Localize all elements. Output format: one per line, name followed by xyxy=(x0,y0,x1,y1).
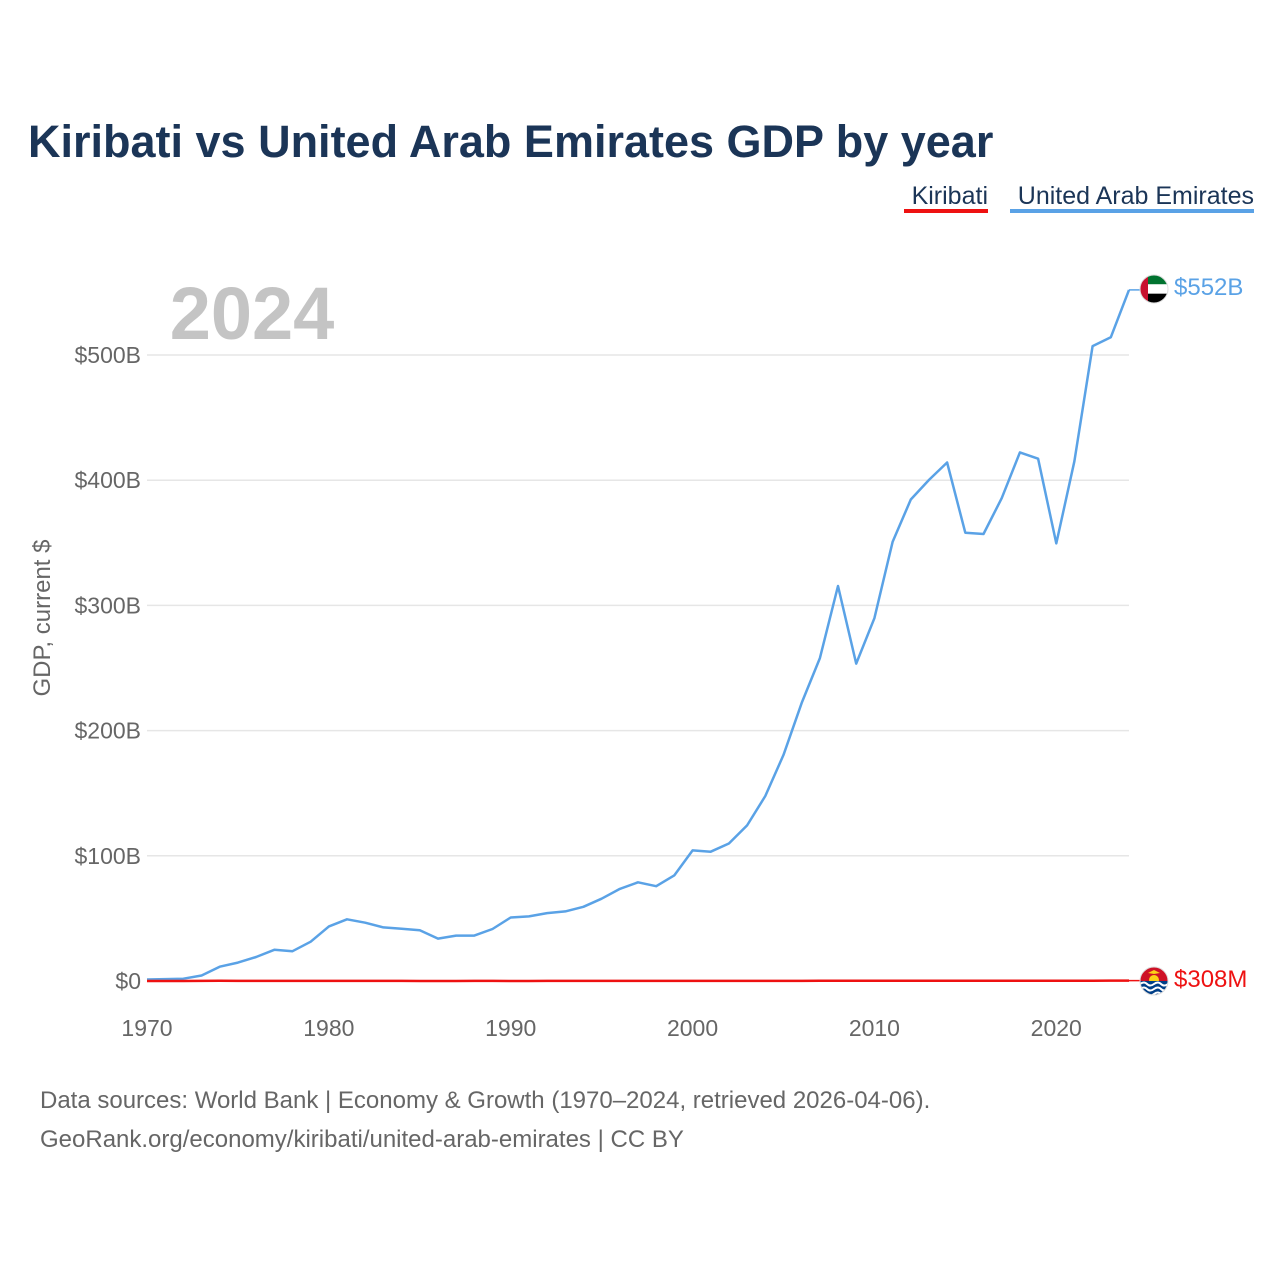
year-watermark: 2024 xyxy=(170,272,335,355)
end-label-kiribati: $308M xyxy=(1174,966,1247,993)
y-tick-label: $300B xyxy=(74,592,141,618)
kiribati-flag-icon xyxy=(1140,967,1168,996)
y-tick-label: $0 xyxy=(115,968,141,994)
y-axis-ticks: $0 $100B $200B $300B $400B $500B xyxy=(74,342,141,994)
series-layer xyxy=(147,290,1140,981)
series-line-uae[interactable] xyxy=(147,290,1129,980)
footer-source: Data sources: World Bank | Economy & Gro… xyxy=(40,1087,930,1114)
y-axis-label: GDP, current $ xyxy=(29,540,56,697)
gridlines xyxy=(147,355,1129,856)
uae-flag-icon xyxy=(1140,275,1168,303)
y-tick-label: $400B xyxy=(74,467,141,493)
x-tick-label: 1990 xyxy=(485,1015,536,1041)
x-tick-label: 1980 xyxy=(303,1015,354,1041)
footer-link[interactable]: GeoRank.org/economy/kiribati/united-arab… xyxy=(40,1126,684,1153)
y-tick-label: $200B xyxy=(74,718,141,744)
y-tick-label: $500B xyxy=(74,342,141,368)
x-axis-ticks: 1970 1980 1990 2000 2010 2020 xyxy=(121,1015,1081,1041)
y-tick-label: $100B xyxy=(74,843,141,869)
x-tick-label: 2020 xyxy=(1031,1015,1082,1041)
end-label-uae: $552B xyxy=(1174,274,1243,301)
x-tick-label: 1970 xyxy=(121,1015,172,1041)
x-tick-label: 2010 xyxy=(849,1015,900,1041)
legend-item-kiribati[interactable]: Kiribati xyxy=(912,182,988,210)
x-tick-label: 2000 xyxy=(667,1015,718,1041)
legend: Kiribati United Arab Emirates xyxy=(904,182,1254,211)
chart-title: Kiribati vs United Arab Emirates GDP by … xyxy=(28,116,993,167)
legend-item-uae[interactable]: United Arab Emirates xyxy=(1018,182,1254,210)
